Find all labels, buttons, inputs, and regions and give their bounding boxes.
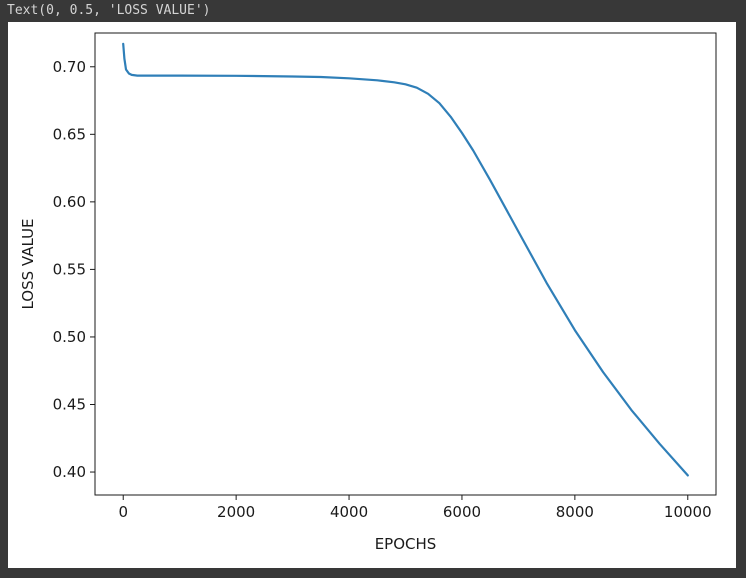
y-tick-label: 0.40	[53, 463, 86, 481]
y-tick-label: 0.55	[53, 260, 86, 278]
y-axis-label: LOSS VALUE	[19, 218, 37, 309]
x-tick-label: 8000	[556, 503, 594, 521]
y-tick-label: 0.45	[53, 395, 86, 413]
chart-figure: 0 2000 4000 6000 8000 10000 0.40 0.45 0.50 0.55 0.…	[8, 22, 736, 568]
x-tick-label: 4000	[330, 503, 368, 521]
x-tick-label: 0	[118, 503, 128, 521]
y-tick-label: 0.60	[53, 193, 86, 211]
cell-output-text: Text(0, 0.5, 'LOSS VALUE')	[7, 3, 211, 18]
loss-chart: 0 2000 4000 6000 8000 10000 0.40 0.45 0.50 0.55 0.…	[19, 32, 717, 553]
y-tick-label: 0.70	[53, 58, 86, 76]
y-tick-label: 0.65	[53, 125, 86, 143]
y-tick-label: 0.50	[53, 328, 86, 346]
loss-series-line	[122, 42, 689, 477]
x-axis-label: EPOCHS	[375, 535, 437, 553]
x-tick-label: 2000	[217, 503, 255, 521]
x-tick-label: 6000	[443, 503, 481, 521]
plot-frame	[94, 32, 717, 496]
x-tick-label: 10000	[664, 503, 712, 521]
